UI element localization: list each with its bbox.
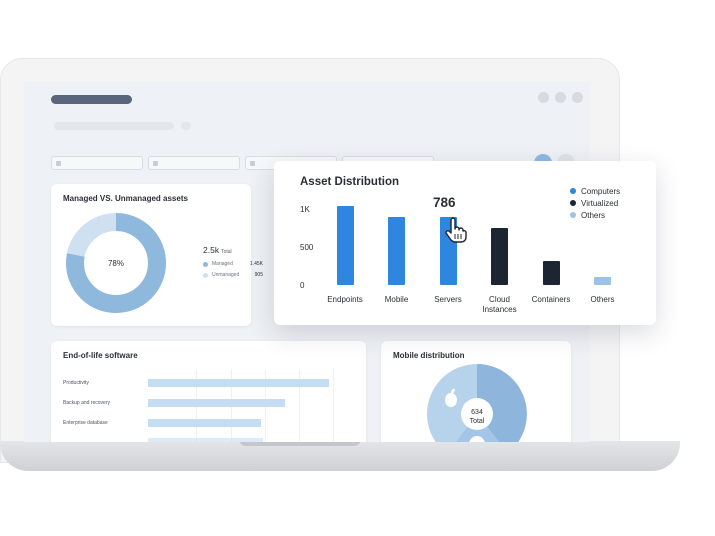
x-tick-label: Servers xyxy=(434,295,462,304)
legend-dot xyxy=(203,273,208,278)
hand-cursor-icon xyxy=(445,217,467,243)
eol-bar[interactable] xyxy=(148,399,285,407)
eol-row-label: Enterprise database xyxy=(63,420,108,426)
filter-dropdown[interactable] xyxy=(148,156,240,170)
filter-dropdown[interactable] xyxy=(51,156,143,170)
window-title-bar xyxy=(51,95,132,104)
pie-center-value: 634 xyxy=(471,409,483,416)
page-header-placeholder xyxy=(181,122,191,130)
pie-center-label: 634 Total xyxy=(462,408,492,426)
legend-item-computers: Computers xyxy=(570,187,620,196)
apple-icon xyxy=(445,388,457,407)
managed-donut-chart: 78% xyxy=(66,213,166,313)
y-tick-label: 500 xyxy=(300,243,314,252)
legend-dot xyxy=(570,200,576,206)
total-label: Total xyxy=(221,249,232,255)
mobile-pie-chart xyxy=(427,364,527,442)
card-title: End-of-life software xyxy=(63,351,138,360)
grid-line xyxy=(299,369,300,442)
eol-bar[interactable] xyxy=(148,379,329,387)
pie-center xyxy=(461,398,493,430)
legend-item-unmanaged: Unmanaged 905 xyxy=(203,272,263,280)
pie-center-caption: Total xyxy=(469,418,485,425)
x-tick-label: Others xyxy=(590,295,615,304)
bar-containers[interactable] xyxy=(542,261,560,285)
legend-label: Virtualized xyxy=(581,199,619,208)
managed-assets-card: Managed VS. Unmanaged assets 78% 2.5k Tot… xyxy=(51,184,263,326)
eol-row-label: Backup and recovery xyxy=(63,400,110,406)
window-dot-icon[interactable] xyxy=(538,92,549,103)
legend-label: Others xyxy=(581,211,606,220)
eol-row-label: Productivity xyxy=(63,380,89,386)
y-tick-label: 1K xyxy=(300,205,310,214)
bar-cloud-instances[interactable] xyxy=(491,228,508,285)
total-assets: 2.5k Total xyxy=(203,245,232,255)
asset-distribution-card: Asset Distribution Computers Virtualized… xyxy=(274,161,656,325)
x-tick-label: Endpoints xyxy=(327,295,363,304)
total-value: 2.5k xyxy=(203,245,220,255)
legend-value: 1.45K xyxy=(249,261,263,267)
legend-dot xyxy=(203,262,208,267)
legend-label: Unmanaged xyxy=(212,272,240,278)
legend-item-others: Others xyxy=(570,211,605,220)
eol-bar[interactable] xyxy=(148,438,263,442)
legend-label: Computers xyxy=(581,187,621,196)
mobile-distribution-card: Mobile distribution 634 Total xyxy=(381,341,571,442)
legend-dot xyxy=(570,212,576,218)
donut-center-label: 78% xyxy=(108,259,124,268)
laptop-base xyxy=(0,441,680,471)
android-icon xyxy=(469,436,485,442)
card-title: Mobile distribution xyxy=(393,351,465,360)
legend-dot xyxy=(570,188,576,194)
legend-label: Managed xyxy=(212,261,233,267)
legend-item-managed: Managed 1.45K xyxy=(203,261,263,269)
bar-mobile[interactable] xyxy=(388,217,405,285)
window-dot-icon[interactable] xyxy=(555,92,566,103)
end-of-life-card: End-of-life software Productivity Backup… xyxy=(51,341,366,442)
page-header-placeholder xyxy=(54,122,174,130)
card-title: Managed VS. Unmanaged assets xyxy=(63,194,188,203)
hover-value-label: 786 xyxy=(433,195,456,210)
bar-others[interactable] xyxy=(594,277,611,285)
managed-segment xyxy=(66,213,166,313)
x-tick-label: Containers xyxy=(531,295,571,304)
window-dot-icon[interactable] xyxy=(572,92,583,103)
chart-title: Asset Distribution xyxy=(300,176,400,188)
x-tick-label: Mobile xyxy=(384,295,409,304)
eol-bar[interactable] xyxy=(148,419,262,427)
laptop-notch xyxy=(240,441,360,446)
legend-value: 905 xyxy=(254,272,263,278)
x-tick-label: Cloud Instances xyxy=(482,295,517,314)
legend-item-virtualized: Virtualized xyxy=(570,199,618,208)
grid-line xyxy=(333,369,334,442)
y-tick-label: 0 xyxy=(300,281,305,290)
bar-endpoints[interactable] xyxy=(336,205,354,285)
